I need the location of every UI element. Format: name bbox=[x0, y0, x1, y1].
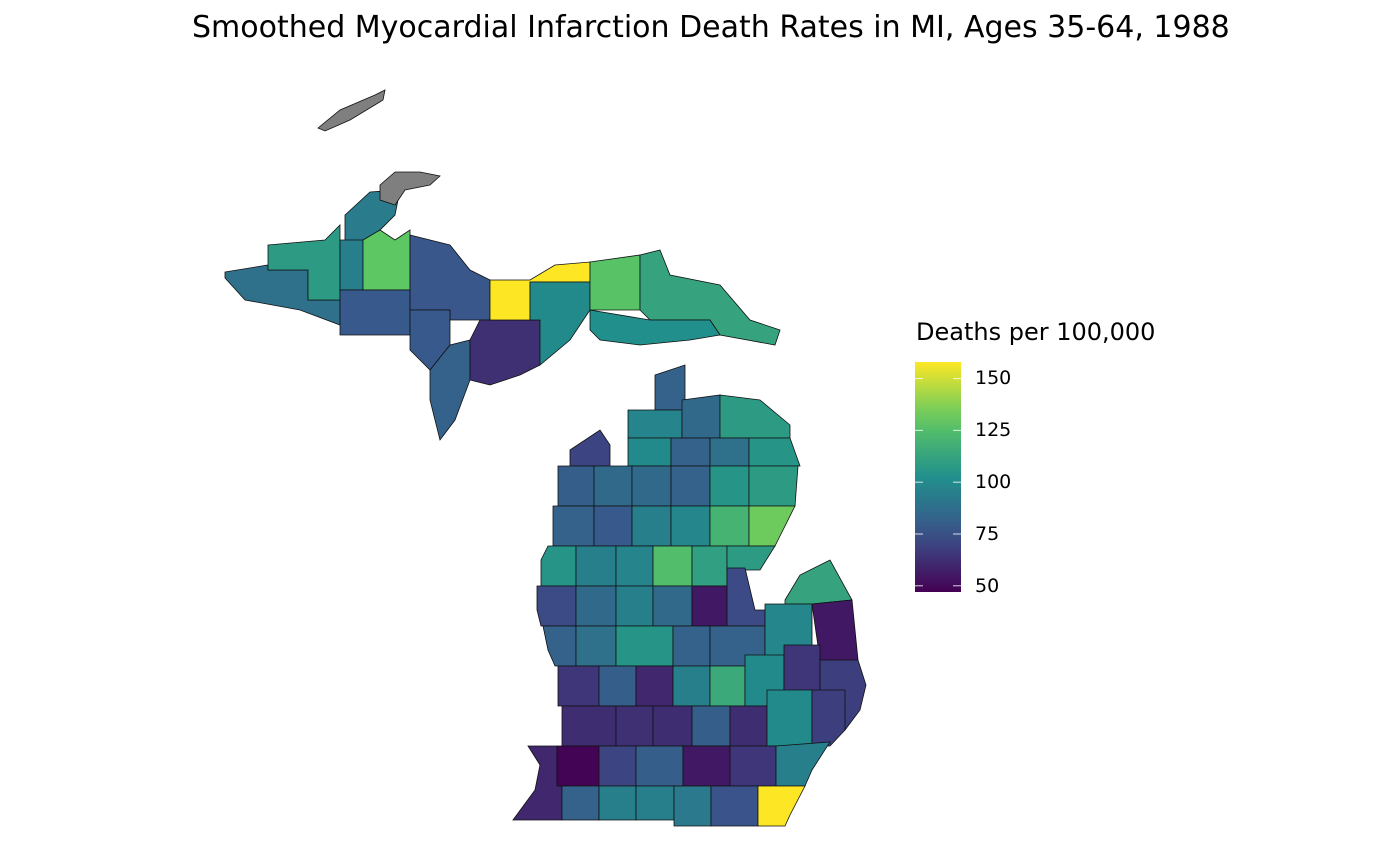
county-region bbox=[429, 339, 471, 441]
county-region bbox=[598, 785, 637, 821]
county-region bbox=[748, 505, 796, 547]
county-region bbox=[362, 229, 411, 291]
county-region bbox=[512, 745, 563, 821]
county-region bbox=[681, 394, 721, 439]
county-region bbox=[766, 689, 813, 747]
missing-data-region bbox=[379, 171, 441, 206]
county-region bbox=[593, 505, 633, 547]
county-region bbox=[569, 429, 611, 467]
county-region bbox=[575, 585, 617, 627]
county-region bbox=[542, 625, 577, 667]
county-region bbox=[627, 409, 683, 439]
county-region bbox=[710, 785, 759, 827]
county-region bbox=[631, 465, 672, 507]
map-title: Smoothed Myocardial Infarction Death Rat… bbox=[192, 10, 1230, 45]
county-region bbox=[652, 585, 693, 627]
county-region bbox=[775, 741, 831, 787]
county-region bbox=[729, 705, 768, 747]
county-region bbox=[729, 745, 777, 787]
legend-tick-100: 100 bbox=[975, 471, 1012, 493]
county-region bbox=[339, 289, 411, 336]
county-region bbox=[557, 665, 600, 707]
legend-colorbar bbox=[915, 362, 961, 592]
county-region bbox=[691, 545, 728, 587]
county-region bbox=[673, 785, 712, 827]
county-region bbox=[726, 567, 766, 627]
county-region bbox=[561, 705, 617, 747]
county-region bbox=[635, 665, 674, 707]
county-region bbox=[691, 585, 728, 627]
county-region bbox=[593, 465, 633, 507]
county-region bbox=[670, 505, 711, 547]
county-region bbox=[726, 545, 776, 571]
county-region bbox=[339, 239, 364, 291]
county-region bbox=[561, 785, 600, 821]
county-region bbox=[615, 545, 654, 587]
county-region bbox=[784, 559, 853, 605]
county-region bbox=[575, 625, 617, 667]
county-region bbox=[631, 505, 672, 547]
legend-tick-75: 75 bbox=[975, 523, 1000, 545]
county-region bbox=[639, 249, 781, 346]
county-region bbox=[691, 705, 731, 747]
county-region bbox=[589, 309, 721, 346]
county-region bbox=[557, 465, 595, 507]
county-region bbox=[709, 437, 750, 467]
county-region bbox=[552, 505, 595, 547]
county-region bbox=[654, 364, 686, 411]
county-region bbox=[598, 665, 637, 707]
county-region bbox=[615, 585, 654, 627]
county-region bbox=[672, 665, 711, 707]
county-region bbox=[670, 437, 711, 467]
county-region bbox=[709, 505, 750, 547]
county-region bbox=[652, 705, 693, 747]
legend-title: Deaths per 100,000 bbox=[916, 318, 1156, 346]
county-region bbox=[615, 625, 674, 667]
county-region bbox=[748, 465, 799, 507]
county-region bbox=[627, 437, 672, 467]
county-region bbox=[682, 745, 731, 787]
county-region bbox=[598, 745, 637, 787]
county-region bbox=[670, 465, 711, 507]
county-region bbox=[748, 437, 801, 467]
county-region bbox=[556, 745, 600, 787]
county-region bbox=[615, 705, 654, 747]
county-region bbox=[540, 545, 577, 587]
legend-tick-125: 125 bbox=[975, 419, 1012, 441]
county-region bbox=[469, 319, 541, 386]
county-region bbox=[409, 234, 491, 321]
county-region bbox=[719, 394, 791, 439]
missing-data-region bbox=[317, 89, 386, 132]
county-region bbox=[672, 625, 711, 667]
county-region bbox=[635, 785, 675, 821]
county-region bbox=[536, 585, 577, 627]
county-region bbox=[709, 465, 750, 507]
county-region bbox=[757, 785, 806, 827]
legend-tick-150: 150 bbox=[975, 367, 1012, 389]
county-region bbox=[635, 745, 684, 787]
county-region bbox=[652, 545, 693, 587]
county-region bbox=[811, 689, 846, 747]
county-region bbox=[589, 254, 641, 311]
county-region bbox=[709, 665, 746, 707]
county-region bbox=[575, 545, 617, 587]
legend-tick-50: 50 bbox=[975, 575, 1000, 597]
